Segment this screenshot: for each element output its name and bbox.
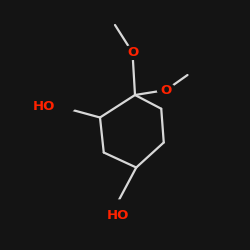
- Text: O: O: [127, 46, 138, 59]
- Ellipse shape: [124, 46, 141, 59]
- Ellipse shape: [98, 200, 138, 218]
- Text: HO: HO: [32, 100, 55, 113]
- Ellipse shape: [35, 98, 75, 115]
- Text: O: O: [160, 84, 172, 96]
- Ellipse shape: [158, 83, 175, 97]
- Text: HO: HO: [106, 209, 129, 222]
